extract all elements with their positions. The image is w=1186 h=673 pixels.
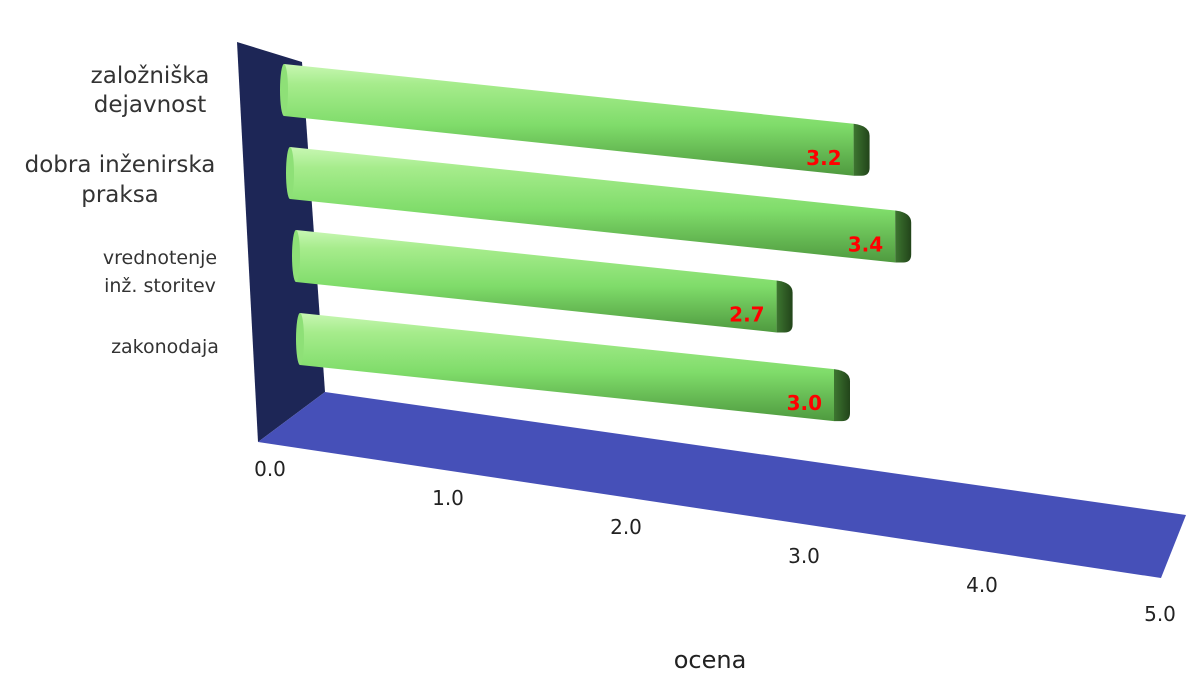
- data-label: 3.0: [787, 391, 822, 415]
- bar-left-end: [292, 230, 300, 282]
- bar-left-end: [286, 147, 294, 199]
- bar-end-cap: [776, 280, 793, 333]
- bar-end-cap: [895, 210, 912, 263]
- bar-0: 3.2: [280, 64, 870, 176]
- bar-1: 3.4: [286, 147, 912, 263]
- category-label: dobra inženirska: [25, 152, 216, 178]
- data-label: 3.2: [806, 146, 841, 170]
- x-tick-label: 4.0: [966, 573, 998, 597]
- bar-end-cap: [834, 369, 850, 422]
- bar-end-cap: [853, 123, 870, 176]
- bar-2: 2.7: [292, 230, 793, 333]
- x-tick-label: 5.0: [1144, 602, 1176, 626]
- bar-body: [290, 147, 896, 263]
- x-tick-label: 0.0: [254, 457, 286, 481]
- category-label: vrednotenje: [103, 247, 217, 269]
- bar-body: [300, 313, 834, 422]
- category-label: založniška: [91, 63, 210, 89]
- floor: [258, 392, 1186, 578]
- x-axis-title: ocena: [674, 646, 747, 673]
- x-tick-label: 1.0: [432, 486, 464, 510]
- x-tick-labels: 0.0 1.0 2.0 3.0 4.0 5.0: [254, 457, 1176, 626]
- category-label: zakonodaja: [111, 336, 219, 358]
- x-tick-label: 2.0: [610, 515, 642, 539]
- bar-left-end: [280, 64, 288, 116]
- category-label: dejavnost: [94, 92, 207, 118]
- category-labels: založniška dejavnost dobra inženirska praks…: [25, 63, 219, 358]
- data-label: 2.7: [729, 302, 764, 326]
- bar-body: [284, 64, 854, 176]
- category-label: inž. storitev: [104, 275, 216, 297]
- x-tick-label: 3.0: [788, 544, 820, 568]
- bar-3: 3.0: [296, 313, 850, 422]
- data-label: 3.4: [848, 233, 883, 257]
- bar-body: [296, 230, 777, 333]
- category-label: praksa: [81, 182, 159, 208]
- bar-left-end: [296, 313, 304, 365]
- bars-group: 3.2 3.4 2.7 3.0: [280, 64, 912, 422]
